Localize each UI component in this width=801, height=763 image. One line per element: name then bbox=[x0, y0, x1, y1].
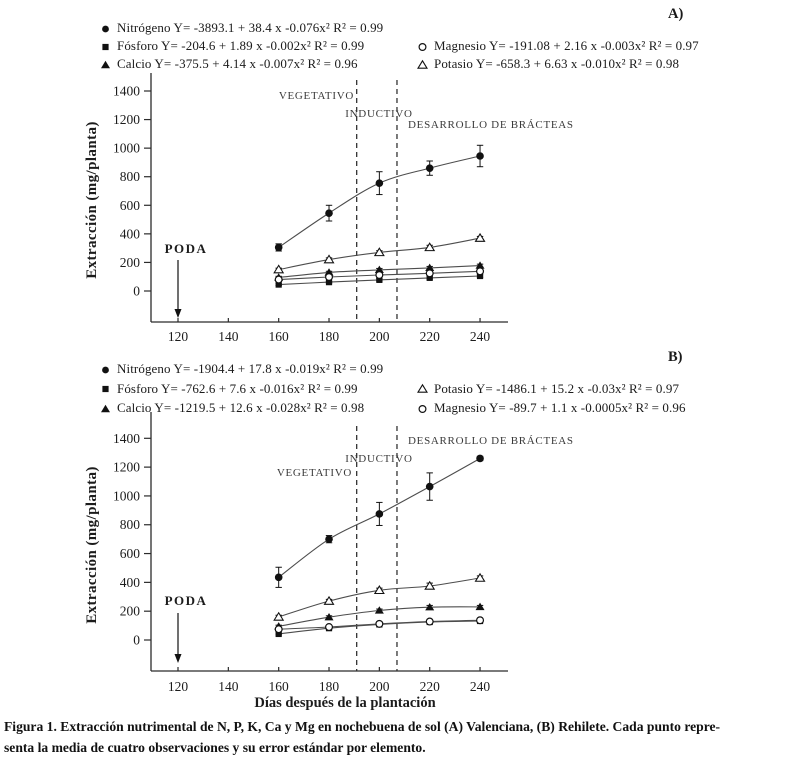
svg-text:DESARROLLO DE BRÁCTEAS: DESARROLLO DE BRÁCTEAS bbox=[408, 119, 574, 131]
legend-label: Calcio Y= -375.5 + 4.14 x -0.007x² R² = … bbox=[117, 56, 358, 71]
y-axis-title: Extracción (mg/planta) bbox=[84, 466, 100, 624]
svg-text:INDUCTIVO: INDUCTIVO bbox=[345, 453, 412, 465]
svg-text:VEGETATIVO: VEGETATIVO bbox=[279, 90, 354, 102]
y-axis-title: Extracción (mg/planta) bbox=[84, 121, 100, 279]
phase-labels: VEGETATIVO INDUCTIVO DESARROLLO DE BRÁCTEA… bbox=[277, 435, 574, 479]
svg-text:140: 140 bbox=[218, 329, 239, 344]
triangle-filled-icon bbox=[101, 60, 110, 68]
series-points-nitrógeno bbox=[274, 144, 484, 252]
series-points-fósforo bbox=[275, 272, 484, 288]
series-points-magnesio bbox=[274, 267, 485, 284]
legend-label: Magnesio Y= -89.7 + 1.1 x -0.0005x² R² =… bbox=[434, 400, 686, 415]
legend-label: Fósforo Y= -204.6 + 1.89 x -0.002x² R² =… bbox=[117, 38, 365, 53]
series-points-potasio bbox=[273, 572, 486, 621]
series-points-nitrógeno bbox=[274, 454, 484, 588]
legend-label: Nitrógeno Y= -3893.1 + 38.4 x -0.076x² R… bbox=[117, 20, 384, 35]
circle-open-icon bbox=[418, 42, 427, 51]
square-filled-icon bbox=[102, 385, 109, 393]
svg-text:200: 200 bbox=[369, 329, 390, 344]
svg-text:220: 220 bbox=[420, 329, 441, 344]
figure-caption: Figura 1. Extracción nutrimental de N, P… bbox=[4, 716, 798, 758]
poda-annotation: PODA bbox=[165, 593, 208, 663]
svg-text:1400: 1400 bbox=[113, 431, 140, 446]
circle-open-icon bbox=[418, 404, 427, 413]
svg-text:0: 0 bbox=[133, 284, 140, 299]
svg-text:220: 220 bbox=[420, 679, 441, 694]
triangle-open-icon bbox=[417, 59, 428, 69]
phase-boundary-lines bbox=[356, 426, 398, 671]
legend-label: Potasio Y= -658.3 + 6.63 x -0.010x² R² =… bbox=[434, 56, 680, 71]
svg-text:180: 180 bbox=[319, 329, 340, 344]
square-filled-icon bbox=[102, 43, 109, 50]
svg-text:1200: 1200 bbox=[113, 460, 140, 475]
svg-text:180: 180 bbox=[319, 679, 340, 694]
chart-a-plot: 0 200 400 600 800 1000 1200 1400 120 140 160 180 200… bbox=[84, 73, 574, 344]
svg-text:200: 200 bbox=[369, 679, 390, 694]
svg-text:160: 160 bbox=[269, 679, 290, 694]
legend-label: Potasio Y= -1486.1 + 15.2 x -0.03x² R² =… bbox=[434, 380, 680, 396]
svg-text:200: 200 bbox=[120, 255, 141, 270]
panel-b-label: B) bbox=[668, 349, 683, 365]
svg-text:0: 0 bbox=[133, 633, 140, 648]
legend-item-magnesio: Magnesio Y= -89.7 + 1.1 x -0.0005x² R² =… bbox=[416, 400, 686, 416]
circle-filled-icon bbox=[102, 366, 109, 373]
svg-text:800: 800 bbox=[120, 169, 141, 184]
legend-label: Fósforo Y= -762.6 + 7.6 x -0.016x² R² = … bbox=[117, 380, 358, 396]
poda-annotation: PODA bbox=[165, 241, 208, 318]
svg-text:120: 120 bbox=[168, 329, 189, 344]
axes: 0 200 400 600 800 1000 1200 1400 120 140 160 180 200… bbox=[113, 73, 508, 344]
legend-item-calcio: Calcio Y= -1219.5 + 12.6 x -0.028x² R² =… bbox=[99, 400, 364, 416]
svg-text:1200: 1200 bbox=[113, 112, 140, 127]
panel-a-label: A) bbox=[668, 6, 684, 22]
legend-item-potasio: Potasio Y= -658.3 + 6.63 x -0.010x² R² =… bbox=[416, 56, 679, 72]
legend-label: Calcio Y= -1219.5 + 12.6 x -0.028x² R² =… bbox=[117, 400, 365, 415]
legend-item-fósforo: Fósforo Y= -762.6 + 7.6 x -0.016x² R² = … bbox=[99, 381, 358, 397]
legend-item-magnesio: Magnesio Y= -191.08 + 2.16 x -0.003x² R²… bbox=[416, 38, 699, 54]
legend-item-nitrógeno: Nitrógeno Y= -3893.1 + 38.4 x -0.076x² R… bbox=[99, 20, 383, 36]
series-line-nitrógeno bbox=[278, 155, 481, 248]
svg-text:400: 400 bbox=[120, 575, 141, 590]
svg-text:140: 140 bbox=[218, 679, 239, 694]
triangle-filled-icon bbox=[101, 404, 110, 412]
svg-text:VEGETATIVO: VEGETATIVO bbox=[277, 467, 352, 479]
triangle-open-icon bbox=[417, 383, 428, 393]
x-axis-title: Días después de la plantación bbox=[254, 695, 435, 711]
caption-line-1: Figura 1. Extracción nutrimental de N, P… bbox=[4, 719, 721, 734]
svg-text:800: 800 bbox=[120, 517, 141, 532]
legend-item-fósforo: Fósforo Y= -204.6 + 1.89 x -0.002x² R² =… bbox=[99, 38, 364, 54]
legend-label: Magnesio Y= -191.08 + 2.16 x -0.003x² R²… bbox=[434, 38, 699, 53]
svg-text:PODA: PODA bbox=[165, 593, 208, 608]
legend-item-calcio: Calcio Y= -375.5 + 4.14 x -0.007x² R² = … bbox=[99, 56, 358, 72]
svg-text:240: 240 bbox=[470, 679, 491, 694]
legend-item-potasio: Potasio Y= -1486.1 + 15.2 x -0.03x² R² =… bbox=[416, 381, 679, 397]
svg-text:160: 160 bbox=[269, 329, 290, 344]
legend-item-nitrógeno: Nitrógeno Y= -1904.4 + 17.8 x -0.019x² R… bbox=[99, 361, 383, 377]
svg-text:1000: 1000 bbox=[113, 488, 140, 503]
svg-text:1000: 1000 bbox=[113, 141, 140, 156]
svg-text:DESARROLLO DE BRÁCTEAS: DESARROLLO DE BRÁCTEAS bbox=[408, 435, 574, 447]
caption-line-2: senta la media de cuatro observaciones y… bbox=[4, 740, 426, 756]
axes: 0 200 400 600 800 1000 1200 1400 120 140 160 180 200… bbox=[113, 412, 508, 694]
svg-text:120: 120 bbox=[168, 679, 189, 694]
svg-text:1400: 1400 bbox=[113, 84, 140, 99]
svg-text:INDUCTIVO: INDUCTIVO bbox=[345, 108, 412, 120]
circle-filled-icon bbox=[102, 25, 109, 32]
svg-text:240: 240 bbox=[470, 329, 491, 344]
phase-boundary-lines bbox=[356, 80, 398, 322]
legend-label: Nitrógeno Y= -1904.4 + 17.8 x -0.019x² R… bbox=[117, 361, 384, 376]
series-points-potasio bbox=[273, 232, 486, 274]
svg-text:200: 200 bbox=[120, 604, 141, 619]
svg-text:600: 600 bbox=[120, 546, 141, 561]
svg-text:600: 600 bbox=[120, 198, 141, 213]
series-points-magnesio bbox=[274, 616, 485, 634]
svg-text:PODA: PODA bbox=[165, 241, 208, 256]
chart-b-plot: 0 200 400 600 800 1000 1200 1400 120 140 160 180 200… bbox=[84, 412, 574, 711]
svg-text:400: 400 bbox=[120, 226, 141, 241]
